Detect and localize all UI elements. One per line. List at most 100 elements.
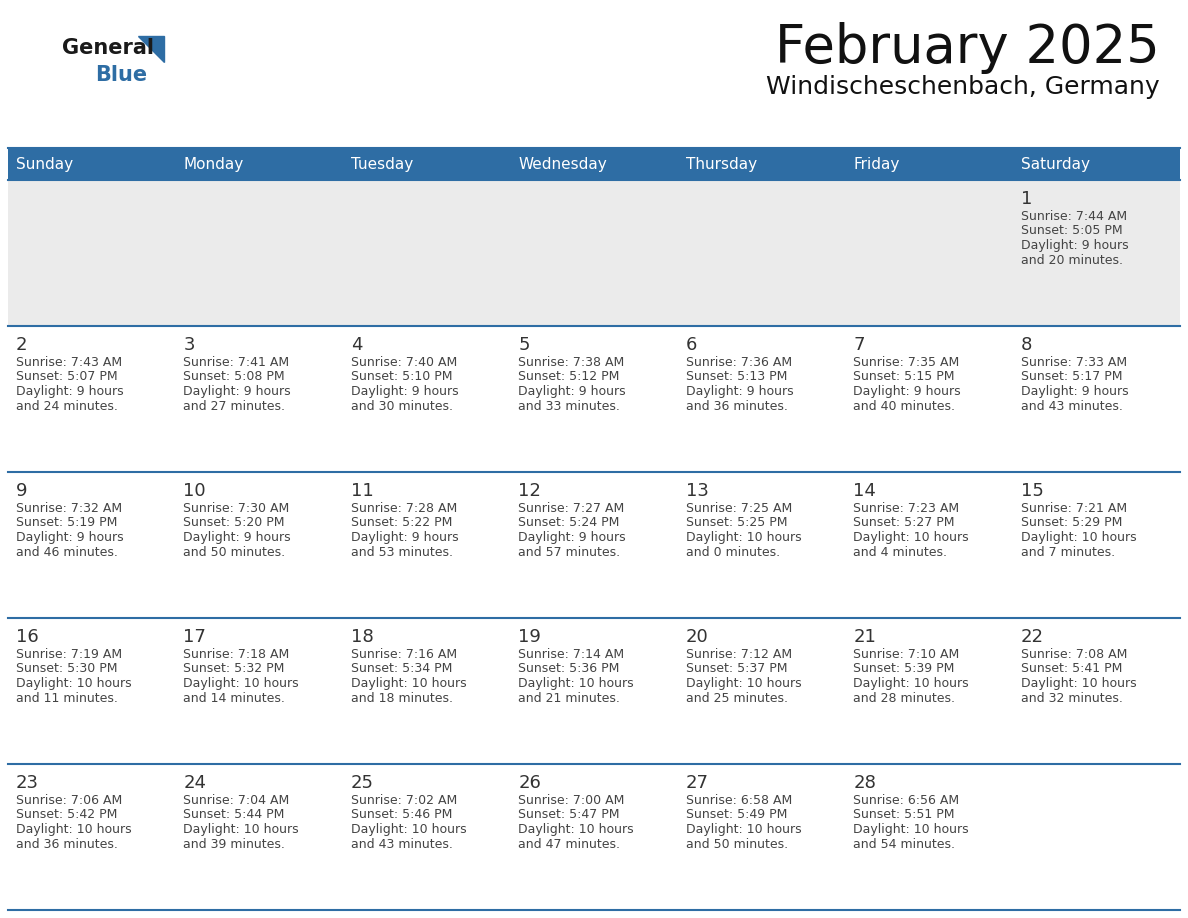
Text: 11: 11 — [350, 482, 373, 500]
Text: Sunset: 5:15 PM: Sunset: 5:15 PM — [853, 371, 955, 384]
Text: Sunrise: 7:04 AM: Sunrise: 7:04 AM — [183, 794, 290, 807]
Text: Daylight: 9 hours: Daylight: 9 hours — [685, 385, 794, 398]
Text: Windischeschenbach, Germany: Windischeschenbach, Germany — [766, 75, 1159, 99]
Text: Sunset: 5:36 PM: Sunset: 5:36 PM — [518, 663, 620, 676]
Text: Daylight: 10 hours: Daylight: 10 hours — [183, 823, 299, 836]
Text: Sunrise: 7:30 AM: Sunrise: 7:30 AM — [183, 502, 290, 515]
Text: Daylight: 10 hours: Daylight: 10 hours — [1020, 677, 1136, 690]
Text: 22: 22 — [1020, 628, 1043, 646]
Text: Sunrise: 7:19 AM: Sunrise: 7:19 AM — [15, 648, 122, 661]
Text: and 36 minutes.: and 36 minutes. — [15, 837, 118, 850]
Text: 18: 18 — [350, 628, 373, 646]
Text: Sunrise: 7:43 AM: Sunrise: 7:43 AM — [15, 356, 122, 369]
Text: Sunrise: 6:58 AM: Sunrise: 6:58 AM — [685, 794, 792, 807]
Text: Tuesday: Tuesday — [350, 156, 413, 172]
Text: Daylight: 9 hours: Daylight: 9 hours — [350, 531, 459, 544]
Text: 2: 2 — [15, 336, 27, 354]
Text: Sunrise: 7:41 AM: Sunrise: 7:41 AM — [183, 356, 290, 369]
Text: Sunrise: 7:25 AM: Sunrise: 7:25 AM — [685, 502, 792, 515]
Text: Sunrise: 7:44 AM: Sunrise: 7:44 AM — [1020, 210, 1126, 223]
Text: and 33 minutes.: and 33 minutes. — [518, 399, 620, 412]
Text: 10: 10 — [183, 482, 206, 500]
Text: Daylight: 10 hours: Daylight: 10 hours — [685, 823, 802, 836]
Text: 3: 3 — [183, 336, 195, 354]
Text: Sunrise: 7:40 AM: Sunrise: 7:40 AM — [350, 356, 457, 369]
Text: Daylight: 10 hours: Daylight: 10 hours — [685, 677, 802, 690]
Text: Sunset: 5:12 PM: Sunset: 5:12 PM — [518, 371, 620, 384]
Text: 7: 7 — [853, 336, 865, 354]
Text: and 28 minutes.: and 28 minutes. — [853, 691, 955, 704]
Text: and 18 minutes.: and 18 minutes. — [350, 691, 453, 704]
Text: Daylight: 10 hours: Daylight: 10 hours — [853, 677, 968, 690]
Text: Sunset: 5:13 PM: Sunset: 5:13 PM — [685, 371, 788, 384]
Text: Sunset: 5:46 PM: Sunset: 5:46 PM — [350, 809, 453, 822]
Text: 27: 27 — [685, 774, 709, 792]
Text: and 32 minutes.: and 32 minutes. — [1020, 691, 1123, 704]
Text: and 39 minutes.: and 39 minutes. — [183, 837, 285, 850]
Text: February 2025: February 2025 — [776, 22, 1159, 74]
Text: and 53 minutes.: and 53 minutes. — [350, 545, 453, 558]
Text: and 11 minutes.: and 11 minutes. — [15, 691, 118, 704]
Text: and 36 minutes.: and 36 minutes. — [685, 399, 788, 412]
Text: Sunset: 5:44 PM: Sunset: 5:44 PM — [183, 809, 285, 822]
Text: Daylight: 9 hours: Daylight: 9 hours — [183, 531, 291, 544]
Text: Sunrise: 7:21 AM: Sunrise: 7:21 AM — [1020, 502, 1126, 515]
Text: Sunset: 5:08 PM: Sunset: 5:08 PM — [183, 371, 285, 384]
Text: and 24 minutes.: and 24 minutes. — [15, 399, 118, 412]
Text: Sunset: 5:07 PM: Sunset: 5:07 PM — [15, 371, 118, 384]
Text: Sunset: 5:30 PM: Sunset: 5:30 PM — [15, 663, 118, 676]
Text: and 0 minutes.: and 0 minutes. — [685, 545, 779, 558]
Text: 16: 16 — [15, 628, 39, 646]
Text: Sunset: 5:47 PM: Sunset: 5:47 PM — [518, 809, 620, 822]
Text: 23: 23 — [15, 774, 39, 792]
Text: Sunrise: 7:36 AM: Sunrise: 7:36 AM — [685, 356, 792, 369]
Text: 14: 14 — [853, 482, 876, 500]
Text: and 57 minutes.: and 57 minutes. — [518, 545, 620, 558]
Text: Sunrise: 7:28 AM: Sunrise: 7:28 AM — [350, 502, 457, 515]
Text: and 4 minutes.: and 4 minutes. — [853, 545, 947, 558]
Text: 1: 1 — [1020, 190, 1032, 208]
Text: Sunset: 5:19 PM: Sunset: 5:19 PM — [15, 517, 118, 530]
Text: Sunset: 5:24 PM: Sunset: 5:24 PM — [518, 517, 620, 530]
Text: Daylight: 9 hours: Daylight: 9 hours — [853, 385, 961, 398]
Text: Sunset: 5:27 PM: Sunset: 5:27 PM — [853, 517, 955, 530]
Text: 19: 19 — [518, 628, 542, 646]
Text: Sunset: 5:32 PM: Sunset: 5:32 PM — [183, 663, 285, 676]
Text: Saturday: Saturday — [1020, 156, 1089, 172]
Text: 28: 28 — [853, 774, 876, 792]
Text: Daylight: 10 hours: Daylight: 10 hours — [15, 823, 132, 836]
Text: Sunset: 5:20 PM: Sunset: 5:20 PM — [183, 517, 285, 530]
Text: Daylight: 10 hours: Daylight: 10 hours — [183, 677, 299, 690]
Text: and 50 minutes.: and 50 minutes. — [685, 837, 788, 850]
Text: Sunrise: 7:27 AM: Sunrise: 7:27 AM — [518, 502, 625, 515]
Text: Daylight: 10 hours: Daylight: 10 hours — [518, 677, 634, 690]
Text: Sunset: 5:49 PM: Sunset: 5:49 PM — [685, 809, 788, 822]
Text: Sunrise: 6:56 AM: Sunrise: 6:56 AM — [853, 794, 959, 807]
Text: and 27 minutes.: and 27 minutes. — [183, 399, 285, 412]
Text: Sunrise: 7:08 AM: Sunrise: 7:08 AM — [1020, 648, 1127, 661]
Text: Sunset: 5:05 PM: Sunset: 5:05 PM — [1020, 225, 1123, 238]
Text: and 50 minutes.: and 50 minutes. — [183, 545, 285, 558]
Text: Daylight: 9 hours: Daylight: 9 hours — [183, 385, 291, 398]
Text: Daylight: 10 hours: Daylight: 10 hours — [1020, 531, 1136, 544]
Text: 24: 24 — [183, 774, 207, 792]
Text: and 30 minutes.: and 30 minutes. — [350, 399, 453, 412]
Text: Sunrise: 7:06 AM: Sunrise: 7:06 AM — [15, 794, 122, 807]
Text: Daylight: 10 hours: Daylight: 10 hours — [350, 677, 467, 690]
Text: Daylight: 10 hours: Daylight: 10 hours — [15, 677, 132, 690]
Text: Sunrise: 7:35 AM: Sunrise: 7:35 AM — [853, 356, 960, 369]
Text: and 20 minutes.: and 20 minutes. — [1020, 253, 1123, 266]
Text: and 47 minutes.: and 47 minutes. — [518, 837, 620, 850]
Text: Sunrise: 7:14 AM: Sunrise: 7:14 AM — [518, 648, 625, 661]
Bar — [8, 148, 1180, 180]
Text: Sunset: 5:25 PM: Sunset: 5:25 PM — [685, 517, 788, 530]
Text: and 43 minutes.: and 43 minutes. — [1020, 399, 1123, 412]
Text: and 25 minutes.: and 25 minutes. — [685, 691, 788, 704]
Text: Daylight: 9 hours: Daylight: 9 hours — [15, 385, 124, 398]
Text: 5: 5 — [518, 336, 530, 354]
Text: Blue: Blue — [95, 65, 147, 85]
Text: Daylight: 9 hours: Daylight: 9 hours — [518, 385, 626, 398]
Text: Wednesday: Wednesday — [518, 156, 607, 172]
Text: 15: 15 — [1020, 482, 1043, 500]
Text: 13: 13 — [685, 482, 708, 500]
